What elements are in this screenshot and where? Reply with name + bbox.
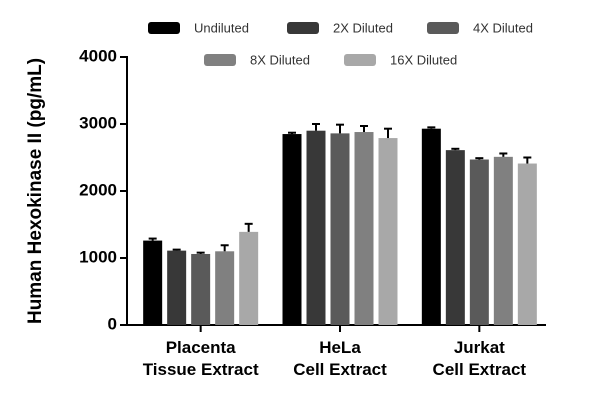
bar bbox=[445, 150, 465, 325]
legend-label: 8X Diluted bbox=[250, 52, 310, 67]
error-bar bbox=[499, 152, 508, 157]
bar bbox=[354, 132, 374, 325]
y-tick-label: 0 bbox=[108, 314, 117, 333]
legend-swatch bbox=[148, 22, 180, 34]
bar bbox=[143, 240, 163, 325]
error-bar bbox=[196, 251, 205, 254]
bar bbox=[167, 250, 187, 325]
bar bbox=[493, 156, 513, 325]
error-bar bbox=[427, 126, 436, 129]
y-axis-label: Human Hexokinase II (pg/mL) bbox=[25, 58, 46, 324]
error-bar bbox=[244, 222, 253, 232]
bar bbox=[215, 251, 235, 325]
error-bar bbox=[360, 125, 368, 133]
bar bbox=[239, 231, 259, 325]
bar bbox=[421, 128, 441, 325]
x-tick-label: HeLa Cell Extract bbox=[293, 338, 387, 379]
error-bar bbox=[384, 127, 392, 139]
error-bar bbox=[451, 147, 460, 151]
legend-swatch bbox=[344, 54, 376, 66]
error-bar bbox=[336, 123, 344, 134]
y-tick-label: 1000 bbox=[79, 247, 117, 266]
bar bbox=[517, 163, 537, 325]
error-bar bbox=[288, 131, 296, 135]
legend-swatch bbox=[287, 22, 319, 34]
legend-swatch bbox=[204, 54, 236, 66]
legend-swatch bbox=[427, 22, 459, 34]
bar bbox=[306, 130, 326, 325]
y-tick-label: 2000 bbox=[79, 180, 117, 199]
legend-label: 2X Diluted bbox=[333, 20, 393, 35]
error-bar bbox=[475, 157, 484, 160]
y-tick-label: 3000 bbox=[79, 113, 117, 132]
bar bbox=[330, 133, 350, 325]
legend-label: 4X Diluted bbox=[473, 20, 533, 35]
x-tick-label: Jurkat Cell Extract bbox=[433, 338, 527, 379]
y-tick-label: 4000 bbox=[79, 46, 117, 65]
bar bbox=[378, 138, 398, 325]
bar bbox=[191, 253, 211, 325]
legend-label: 16X Diluted bbox=[390, 52, 457, 67]
x-tick-label: Placenta Tissue Extract bbox=[143, 338, 259, 379]
legend-label: Undiluted bbox=[194, 20, 249, 35]
error-bar bbox=[172, 248, 181, 251]
bar bbox=[282, 134, 302, 325]
error-bar bbox=[312, 123, 320, 131]
error-bar bbox=[220, 244, 229, 252]
error-bar bbox=[523, 156, 532, 164]
bar bbox=[469, 159, 489, 325]
error-bar bbox=[148, 237, 157, 241]
